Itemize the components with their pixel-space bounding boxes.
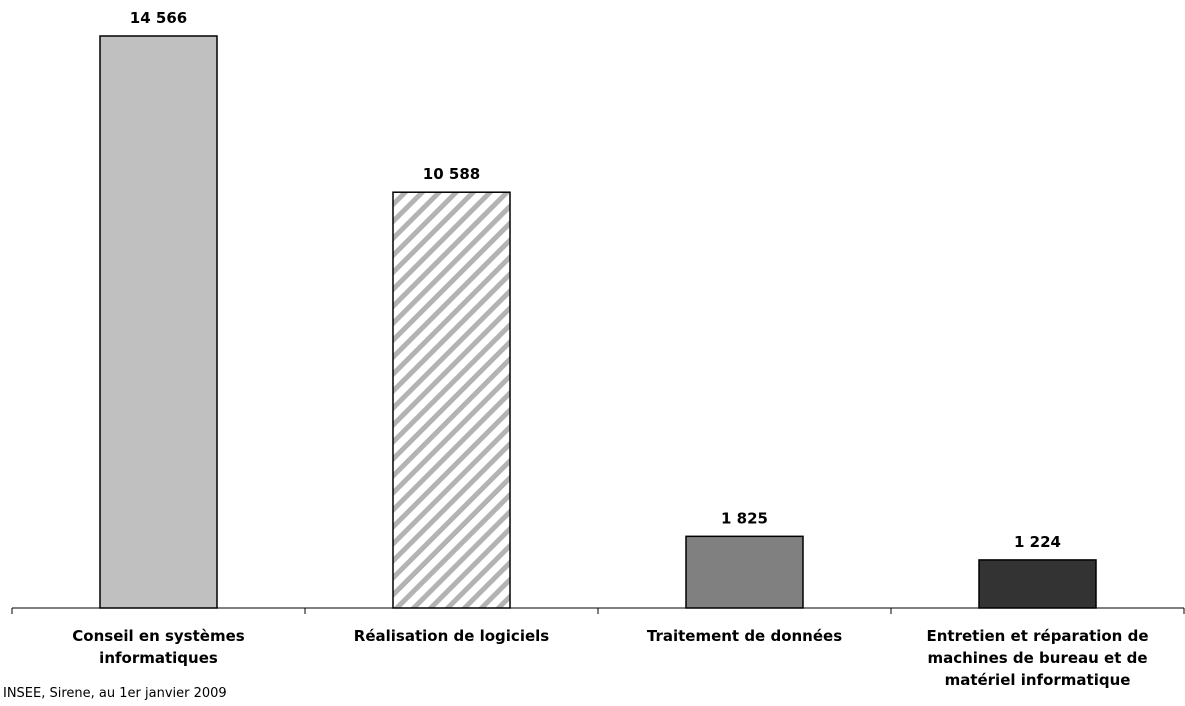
data-label-3: 1 825 bbox=[721, 509, 768, 527]
data-label-1: 14 566 bbox=[130, 9, 187, 27]
bars-group bbox=[99, 35, 1097, 609]
category-label-1: Conseil en systèmes informatiques bbox=[72, 627, 244, 667]
x-axis bbox=[11, 607, 1185, 614]
data-label-2: 10 588 bbox=[423, 165, 480, 183]
bar-4 bbox=[978, 559, 1097, 609]
labels-group: 14 566 Conseil en systèmes informatiques 10… bbox=[72, 9, 1148, 689]
category-label-4: Entretien et réparation de machines de bu… bbox=[927, 627, 1149, 689]
bar-1 bbox=[99, 35, 218, 609]
bar-2 bbox=[392, 191, 511, 609]
bar-3 bbox=[685, 535, 804, 609]
source-note: INSEE, Sirene, au 1er janvier 2009 bbox=[3, 686, 227, 701]
data-label-4: 1 224 bbox=[1014, 533, 1061, 551]
category-label-2: Réalisation de logiciels bbox=[354, 627, 550, 645]
category-label-3: Traitement de données bbox=[647, 627, 842, 645]
